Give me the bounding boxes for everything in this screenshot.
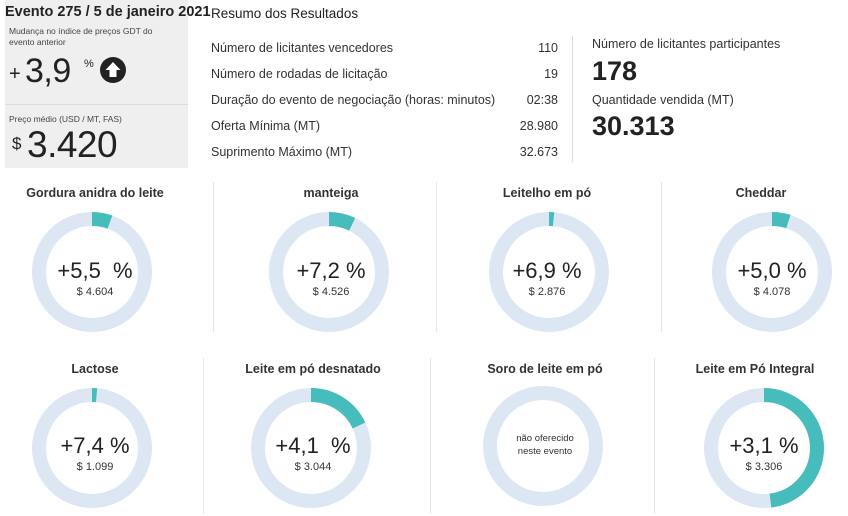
- product-name: manteiga: [303, 186, 359, 200]
- panel-divider: [5, 104, 188, 105]
- participants-label: Número de licitantes participantes: [592, 37, 781, 51]
- quantity-sold-label: Quantidade vendida (MT): [592, 93, 734, 107]
- gdt-change-unit: %: [84, 58, 94, 70]
- results-row-label: Número de rodadas de licitação: [211, 67, 388, 81]
- product-change: +5,5 %: [57, 258, 133, 283]
- product-price: $ 4.526: [312, 286, 350, 298]
- product-change: +4,1 %: [275, 433, 351, 458]
- up-arrow-icon: [100, 57, 126, 83]
- event-title: Evento 275 / 5 de janeiro 2021: [5, 4, 211, 20]
- product-change: +5,0 %: [737, 258, 807, 283]
- card-separator: [661, 182, 662, 332]
- results-row-value: 32.673: [519, 145, 558, 159]
- product-price: $ 2.876: [528, 286, 566, 298]
- results-row: Duração do evento de negociação (horas: …: [211, 93, 558, 113]
- results-divider: [572, 36, 573, 162]
- card-separator: [203, 358, 204, 514]
- avg-price-label: Preço médio (USD / MT, FAS): [9, 114, 122, 124]
- product-card: Leitelho em pó +6,9 % $ 2.876: [452, 186, 642, 336]
- product-change: +6,9 %: [512, 258, 582, 283]
- product-card: Soro de leite em pó não oferecido neste …: [450, 362, 640, 516]
- results-row-label: Duração do evento de negociação (horas: …: [211, 93, 496, 107]
- results-row-label: Número de licitantes vencedores: [211, 41, 394, 55]
- product-change: +3,1 %: [729, 433, 799, 458]
- product-ring: [489, 212, 609, 332]
- product-price: $ 1.099: [76, 461, 114, 473]
- product-name: Lactose: [71, 362, 119, 376]
- product-price: $ 3.306: [745, 461, 783, 473]
- ring-fill: [712, 212, 832, 332]
- product-price: $ 3.044: [294, 461, 332, 473]
- results-row-value: 110: [538, 41, 558, 55]
- product-price: $ 4.604: [76, 286, 114, 298]
- product-card: Leite em Pó Integral +3,1 % $ 3.306: [670, 362, 840, 516]
- product-name: Leite em pó desnatado: [245, 362, 381, 376]
- gdt-change-value: 3,9: [25, 52, 71, 90]
- ring-fill: [32, 212, 152, 332]
- product-name: Leitelho em pó: [502, 186, 592, 200]
- product-card: manteiga +7,2 % $ 4.526: [236, 186, 426, 336]
- ring-fill: [489, 212, 609, 332]
- card-separator: [213, 182, 214, 332]
- quantity-sold-value: 30.313: [592, 111, 675, 141]
- product-name: Cheddar: [735, 186, 787, 200]
- card-separator: [436, 182, 437, 332]
- results-row-value: 28.980: [519, 119, 558, 133]
- product-price: $ 4.078: [753, 286, 791, 298]
- avg-price-currency: $: [12, 134, 22, 153]
- product-change: +7,2 %: [296, 258, 366, 283]
- product-ring: [32, 388, 152, 508]
- card-separator: [654, 358, 655, 514]
- results-row-label: Suprimento Máximo (MT): [211, 145, 352, 159]
- not-offered-text: não oferecido neste evento: [516, 433, 574, 457]
- results-row-label: Oferta Mínima (MT): [211, 119, 321, 133]
- ring-track: [483, 386, 603, 506]
- ring-fill: [251, 388, 371, 508]
- product-ring: [251, 388, 371, 508]
- results-row: Número de licitantes vencedores 110: [211, 41, 558, 61]
- results-row-value: 02:38: [526, 93, 558, 107]
- product-name: Soro de leite em pó: [487, 362, 603, 376]
- results-row: Oferta Mínima (MT) 28.980: [211, 119, 558, 139]
- product-name: Leite em Pó Integral: [695, 362, 815, 376]
- product-change: +7,4 %: [60, 433, 130, 458]
- ring-fill: [704, 388, 824, 508]
- product-ring: [483, 386, 603, 506]
- results-row-value: 19: [544, 67, 558, 81]
- gdt-change-sign: +: [9, 63, 21, 85]
- ring-fill: [32, 388, 152, 508]
- product-ring: [712, 212, 832, 332]
- product-ring: [704, 388, 824, 508]
- product-name: Gordura anidra do leite: [26, 186, 164, 200]
- product-card: Cheddar +5,0 % $ 4.078: [676, 186, 846, 336]
- results-row: Número de rodadas de licitação 19: [211, 67, 558, 87]
- ring-fill: [269, 212, 389, 332]
- product-card: Leite em pó desnatado +4,1 % $ 3.044: [218, 362, 408, 516]
- product-ring: [269, 212, 389, 332]
- results-row: Suprimento Máximo (MT) 32.673: [211, 145, 558, 165]
- product-card: Lactose +7,4 % $ 1.099: [0, 362, 190, 516]
- results-title: Resumo dos Resultados: [211, 6, 359, 21]
- product-ring: [32, 212, 152, 332]
- participants-value: 178: [592, 56, 638, 86]
- gdt-change-label: Mudança no índice de preços GDT do event…: [9, 26, 153, 47]
- card-separator: [430, 358, 431, 514]
- gdt-summary-panel: [5, 0, 188, 168]
- avg-price-value: 3.420: [27, 124, 118, 165]
- product-card: Gordura anidra do leite +5,5 % $ 4.604: [0, 186, 190, 336]
